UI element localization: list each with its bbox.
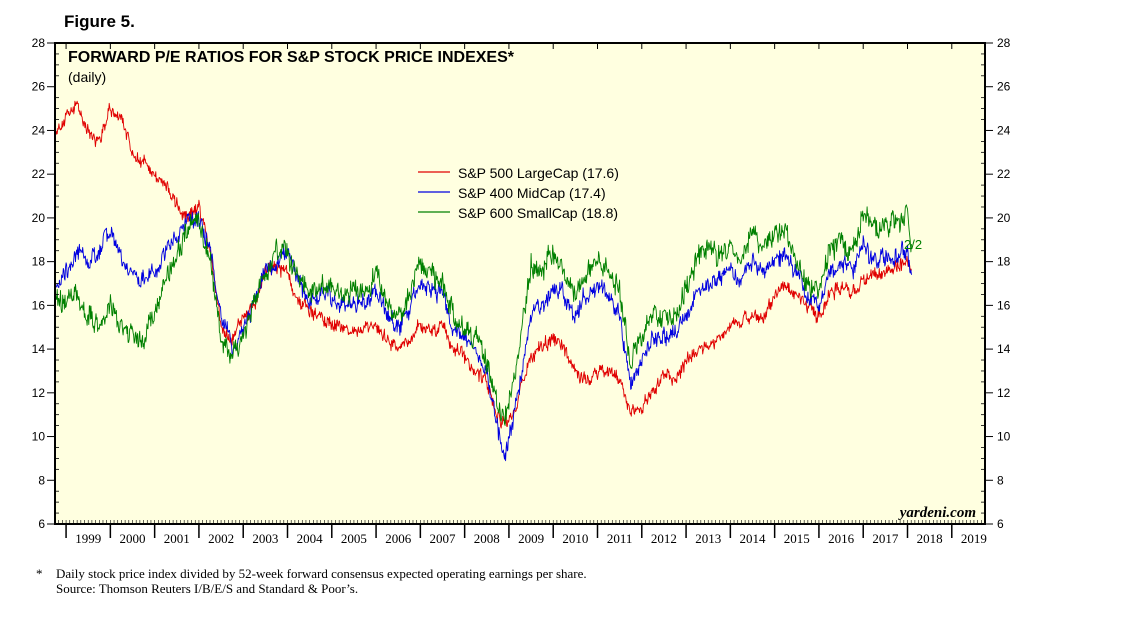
y-tick-label-left: 24 — [32, 123, 46, 137]
x-tick-label: 2003 — [252, 531, 278, 546]
x-tick-label: 2004 — [297, 531, 324, 546]
y-tick-label-right: 16 — [997, 298, 1011, 312]
y-tick-label-left: 20 — [32, 211, 46, 225]
footnote-star: * — [36, 566, 43, 581]
y-tick-label-left: 8 — [38, 473, 45, 487]
y-tick-label-left: 14 — [32, 342, 46, 356]
x-tick-label: 2012 — [651, 531, 677, 546]
chart-title: FORWARD P/E RATIOS FOR S&P STOCK PRICE I… — [68, 49, 515, 66]
y-tick-label-left: 18 — [32, 255, 46, 269]
footnote-text: Daily stock price index divided by 52-we… — [56, 566, 587, 581]
x-tick-label: 2000 — [120, 531, 146, 546]
legend-label-1: S&P 500 LargeCap (17.6) — [458, 165, 619, 181]
axis-layer: 6 6 8 8 10 10 12 12 14 14 16 16 18 18 20 20 22 22 24 24 26 26… — [32, 36, 1011, 546]
y-tick-label-right: 22 — [997, 167, 1011, 181]
x-tick-label: 2001 — [164, 531, 190, 546]
y-tick-label-left: 28 — [32, 36, 46, 50]
y-tick-label-right: 8 — [997, 473, 1004, 487]
y-tick-label-left: 26 — [32, 80, 46, 94]
series-line-3 — [54, 204, 912, 426]
x-tick-label: 2009 — [518, 531, 544, 546]
legend-label-2: S&P 400 MidCap (17.4) — [458, 185, 606, 201]
x-tick-label: 2007 — [430, 531, 457, 546]
figure-label: Figure 5. — [64, 12, 135, 31]
series-line-1 — [54, 100, 912, 429]
x-tick-label: 2002 — [208, 531, 234, 546]
x-tick-label: 2011 — [607, 531, 633, 546]
y-tick-label-right: 6 — [997, 517, 1004, 531]
x-tick-label: 1999 — [75, 531, 101, 546]
series-layer — [54, 100, 912, 462]
x-tick-label: 2006 — [385, 531, 412, 546]
x-tick-label: 2016 — [828, 531, 855, 546]
x-tick-label: 2017 — [872, 531, 899, 546]
legend-label-3: S&P 600 SmallCap (18.8) — [458, 205, 618, 221]
x-tick-label: 2010 — [562, 531, 588, 546]
y-tick-label-right: 20 — [997, 211, 1011, 225]
y-tick-label-left: 16 — [32, 298, 46, 312]
y-tick-label-right: 10 — [997, 430, 1011, 444]
x-tick-label: 2005 — [341, 531, 367, 546]
chart-subtitle: (daily) — [68, 69, 106, 85]
watermark: yardeni.com — [898, 505, 976, 521]
x-tick-label: 2019 — [961, 531, 987, 546]
y-tick-label-left: 10 — [32, 430, 46, 444]
y-tick-label-left: 6 — [38, 517, 45, 531]
footnote-source: Source: Thomson Reuters I/B/E/S and Stan… — [56, 581, 359, 596]
footnote: * Daily stock price index divided by 52-w… — [36, 566, 587, 596]
y-tick-label-right: 12 — [997, 386, 1011, 400]
plot-area — [55, 43, 985, 524]
x-tick-label: 2008 — [474, 531, 500, 546]
legend: S&P 500 LargeCap (17.6) S&P 400 MidCap (1… — [418, 165, 619, 221]
y-tick-label-right: 14 — [997, 342, 1011, 356]
x-tick-label: 2014 — [740, 531, 767, 546]
y-tick-label-right: 28 — [997, 36, 1011, 50]
y-tick-label-right: 26 — [997, 80, 1011, 94]
x-tick-label: 2013 — [695, 531, 721, 546]
y-tick-label-right: 24 — [997, 123, 1011, 137]
y-tick-label-left: 22 — [32, 167, 46, 181]
x-tick-label: 2015 — [784, 531, 810, 546]
pe-ratio-chart: 6 6 8 8 10 10 12 12 14 14 16 16 18 18 20 20 22 22 24 24 26 26… — [32, 36, 1011, 546]
date-annotation: 2/2 — [904, 237, 922, 252]
y-tick-label-right: 18 — [997, 255, 1011, 269]
x-tick-label: 2018 — [917, 531, 943, 546]
y-tick-label-left: 12 — [32, 386, 46, 400]
